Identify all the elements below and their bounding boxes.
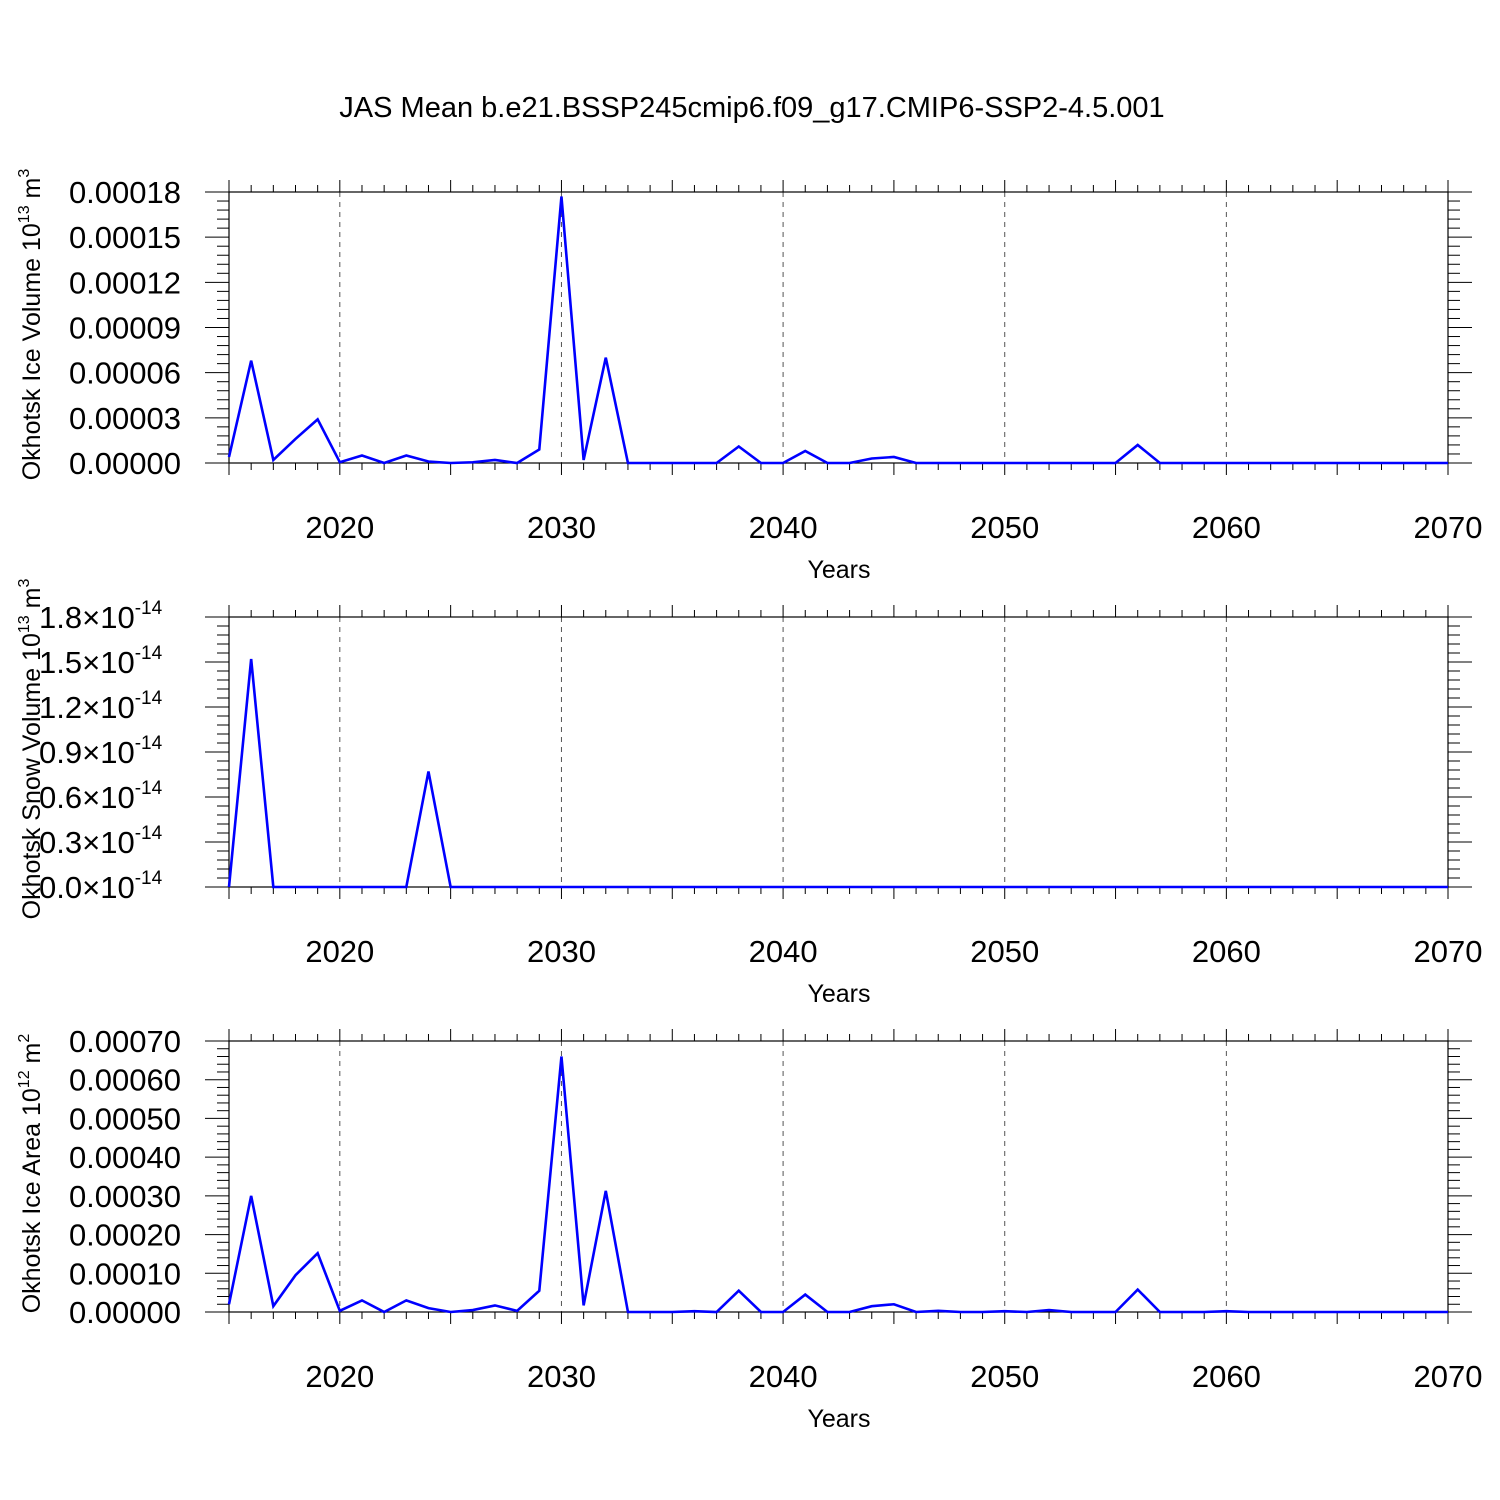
x-tick-label: 2050: [970, 510, 1039, 545]
y-tick-times: ×10: [82, 600, 135, 635]
x-tick-label: 2020: [305, 934, 374, 969]
y-tick-label: 0.00050: [69, 1101, 181, 1136]
x-tick-label: 2050: [970, 1359, 1039, 1394]
y-tick-exponent: -14: [135, 733, 163, 754]
y-tick-label: 0.00009: [69, 311, 181, 346]
y-axis-label-exponent: 12: [16, 1070, 33, 1088]
x-tick-label: 2060: [1192, 510, 1261, 545]
y-tick-mantissa: 1.8: [39, 600, 82, 635]
y-axis-label-exponent: 13: [16, 615, 33, 633]
x-tick-label: 2040: [749, 510, 818, 545]
y-tick-mantissa: 0.9: [39, 735, 82, 770]
y-tick-label: 0.00003: [69, 401, 181, 436]
y-tick-label: 0.00010: [69, 1256, 181, 1291]
y-tick-times: ×10: [82, 735, 135, 770]
y-tick-exponent: -14: [135, 688, 163, 709]
x-axis-label: Years: [807, 980, 870, 1008]
figure-title: JAS Mean b.e21.BSSP245cmip6.f09_g17.CMIP…: [339, 92, 1164, 124]
x-tick-label: 2050: [970, 934, 1039, 969]
y-tick-times: ×10: [82, 780, 135, 815]
y-tick-times: ×10: [82, 870, 135, 905]
y-axis-label-text: Okhotsk Ice Area 10: [18, 1088, 46, 1313]
y-tick-label: 1.8×10-14: [39, 598, 163, 635]
y-tick-label: 0.00012: [69, 265, 181, 300]
x-tick-label: 2070: [1414, 1359, 1483, 1394]
y-axis-label-text: Okhotsk Ice Volume 10: [18, 223, 46, 480]
y-axis-label-unit: m: [18, 588, 46, 616]
y-tick-exponent: -14: [135, 598, 163, 619]
y-tick-label: 0.00000: [69, 446, 181, 481]
y-tick-mantissa: 1.5: [39, 645, 82, 680]
x-tick-label: 2030: [527, 934, 596, 969]
y-tick-label: 0.00000: [69, 1295, 181, 1330]
y-axis-label: Okhotsk Snow Volume 1013 m3: [16, 579, 46, 920]
y-axis-label-unit-exponent: 3: [16, 169, 33, 178]
y-tick-mantissa: 0.6: [39, 780, 82, 815]
y-tick-label: 0.00020: [69, 1218, 181, 1253]
x-tick-label: 2030: [527, 510, 596, 545]
x-tick-label: 2060: [1192, 934, 1261, 969]
y-tick-label: 0.6×10-14: [39, 778, 163, 815]
y-tick-times: ×10: [82, 690, 135, 725]
plot-frame: [228, 616, 1449, 888]
series-line: [227, 196, 1448, 465]
y-tick-label: 0.00070: [69, 1024, 181, 1059]
series-line: [227, 658, 1448, 889]
y-tick-label: 0.00006: [69, 356, 181, 391]
x-tick-label: 2020: [305, 510, 374, 545]
y-tick-mantissa: 0.0: [39, 870, 82, 905]
y-tick-exponent: -14: [135, 868, 163, 889]
series-line: [227, 1056, 1448, 1314]
y-axis-label-text: Okhotsk Snow Volume 10: [18, 633, 46, 919]
plot-frame: [228, 191, 1449, 464]
chart-panel-2: 0.0×10-140.3×10-140.6×10-140.9×10-141.2×…: [16, 579, 1482, 1008]
x-axis-label: Years: [807, 556, 870, 584]
y-axis-label-unit-exponent: 3: [16, 579, 33, 588]
y-axis-label-unit: m: [18, 178, 46, 206]
y-axis-label-unit: m: [18, 1043, 46, 1071]
y-tick-exponent: -14: [135, 778, 163, 799]
x-tick-label: 2040: [749, 1359, 818, 1394]
chart-panel-1: 0.00000 0.00003 0.00006 0.00009 0.00012 0.000…: [16, 169, 1482, 584]
plot-frame: [228, 1040, 1449, 1313]
x-tick-label: 2030: [527, 1359, 596, 1394]
y-tick-times: ×10: [82, 825, 135, 860]
y-axis-label: Okhotsk Ice Area 1012 m2: [16, 1034, 46, 1314]
y-tick-label: 0.0×10-14: [39, 868, 163, 905]
x-tick-label: 2020: [305, 1359, 374, 1394]
y-tick-label: 0.9×10-14: [39, 733, 163, 770]
y-axis-label-unit-exponent: 2: [16, 1034, 33, 1043]
x-tick-label: 2070: [1414, 510, 1483, 545]
x-tick-label: 2060: [1192, 1359, 1261, 1394]
y-tick-times: ×10: [82, 645, 135, 680]
y-tick-exponent: -14: [135, 643, 163, 664]
x-axis-label: Years: [807, 1405, 870, 1433]
y-tick-label: 0.3×10-14: [39, 823, 163, 860]
y-tick-label: 0.00040: [69, 1140, 181, 1175]
x-tick-label: 2070: [1414, 934, 1483, 969]
y-tick-label: 0.00030: [69, 1179, 181, 1214]
y-tick-label: 1.5×10-14: [39, 643, 163, 680]
y-axis-label: Okhotsk Ice Volume 1013 m3: [16, 169, 46, 481]
y-tick-label: 1.2×10-14: [39, 688, 163, 725]
y-tick-label: 0.00018: [69, 175, 181, 210]
y-axis-label-exponent: 13: [16, 205, 33, 223]
y-tick-exponent: -14: [135, 823, 163, 844]
y-tick-mantissa: 0.3: [39, 825, 82, 860]
y-tick-label: 0.00015: [69, 220, 181, 255]
y-tick-label: 0.00060: [69, 1063, 181, 1098]
x-tick-label: 2040: [749, 934, 818, 969]
y-tick-mantissa: 1.2: [39, 690, 82, 725]
